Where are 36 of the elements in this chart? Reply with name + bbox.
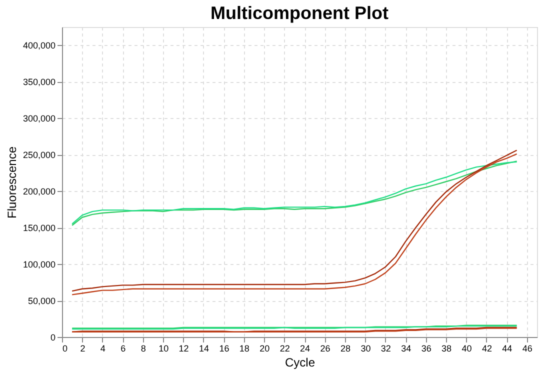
x-tick-label: 12 <box>178 344 189 354</box>
x-tick-label: 18 <box>239 344 250 354</box>
x-tick-label: 6 <box>120 344 126 354</box>
y-tick-label: 250,000 <box>22 150 56 160</box>
y-tick-label: 150,000 <box>22 223 56 234</box>
y-tick-label: 200,000 <box>22 186 56 197</box>
x-tick-label: 2 <box>80 344 86 354</box>
y-tick-label: 350,000 <box>22 77 56 88</box>
x-axis-title: Cycle <box>284 356 316 370</box>
y-tick-label: 50,000 <box>28 296 56 306</box>
x-tick-label: 4 <box>100 344 106 354</box>
x-tick-label: 8 <box>140 344 146 354</box>
x-tick-label: 38 <box>442 344 452 354</box>
x-tick-label: 26 <box>320 344 330 354</box>
y-axis-title: Fluorescence <box>4 146 19 219</box>
x-tick-label: 32 <box>380 344 391 354</box>
x-tick-label: 44 <box>502 344 512 354</box>
x-tick-label: 30 <box>360 344 371 354</box>
x-tick-label: 22 <box>280 344 290 354</box>
x-tick-label: 40 <box>462 344 472 354</box>
x-tick-label: 20 <box>260 344 270 354</box>
x-tick-label: 42 <box>482 344 492 354</box>
x-tick-label: 28 <box>340 344 350 354</box>
y-tick-label: 100,000 <box>22 260 56 270</box>
chart-title: Multicomponent Plot <box>210 3 388 23</box>
y-tick-label: 300,000 <box>22 114 56 124</box>
y-tick-label: 400,000 <box>22 40 56 51</box>
x-tick-label: 34 <box>401 344 412 354</box>
x-tick-label: 36 <box>421 344 432 354</box>
x-tick-label: 24 <box>300 344 310 354</box>
y-tick-label: 0 <box>50 332 56 342</box>
x-tick-label: 46 <box>522 344 532 354</box>
x-tick-label: 16 <box>219 344 230 354</box>
x-tick-label: 10 <box>158 344 169 354</box>
x-tick-label: 14 <box>198 344 209 354</box>
x-tick-label: 0 <box>62 344 68 354</box>
